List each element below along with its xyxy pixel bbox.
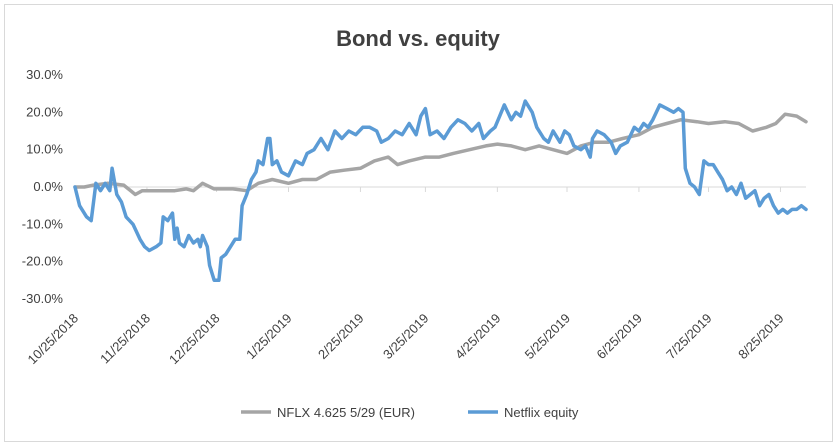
- y-tick-label: -30.0%: [22, 291, 64, 306]
- x-tick-label: 6/25/2019: [594, 311, 646, 363]
- x-tick-label: 4/25/2019: [452, 311, 504, 363]
- x-tick-label: 2/25/2019: [315, 311, 367, 363]
- x-tick-label: 12/25/2018: [166, 311, 223, 368]
- y-tick-label: -10.0%: [22, 216, 64, 231]
- y-tick-label: 20.0%: [26, 104, 63, 119]
- y-tick-label: 0.0%: [33, 179, 63, 194]
- x-axis: 10/25/2018 11/25/2018 12/25/2018 1/25/2019 2…: [24, 186, 806, 368]
- x-tick-label: 3/25/2019: [380, 311, 432, 363]
- y-axis-ticks: 30.0% 20.0% 10.0% 0.0% -10.0% -20.0% -30.0%: [22, 67, 64, 306]
- series-line-nflx-4-625-5-29-eur: [73, 112, 808, 197]
- x-tick-label: 7/25/2019: [663, 311, 715, 363]
- x-tick-label: 8/25/2019: [735, 311, 787, 363]
- legend-entry: NFLX 4.625 5/29 (EUR): [277, 405, 415, 420]
- series-layer: [73, 99, 808, 283]
- chart-frame: [4, 4, 833, 442]
- x-tick-label: 1/25/2019: [243, 311, 295, 363]
- legend-entry: Netflix equity: [504, 405, 579, 420]
- x-tick-label: 11/25/2018: [97, 311, 153, 367]
- legend: NFLX 4.625 5/29 (EUR) Netflix equity: [241, 405, 579, 420]
- chart-title: Bond vs. equity: [336, 26, 501, 51]
- x-tick-label: 5/25/2019: [522, 311, 574, 363]
- y-tick-label: -20.0%: [22, 254, 64, 269]
- series-line-netflix-equity: [73, 99, 808, 283]
- y-tick-label: 10.0%: [26, 142, 63, 157]
- y-tick-label: 30.0%: [26, 67, 63, 82]
- x-tick-label: 10/25/2018: [24, 311, 81, 368]
